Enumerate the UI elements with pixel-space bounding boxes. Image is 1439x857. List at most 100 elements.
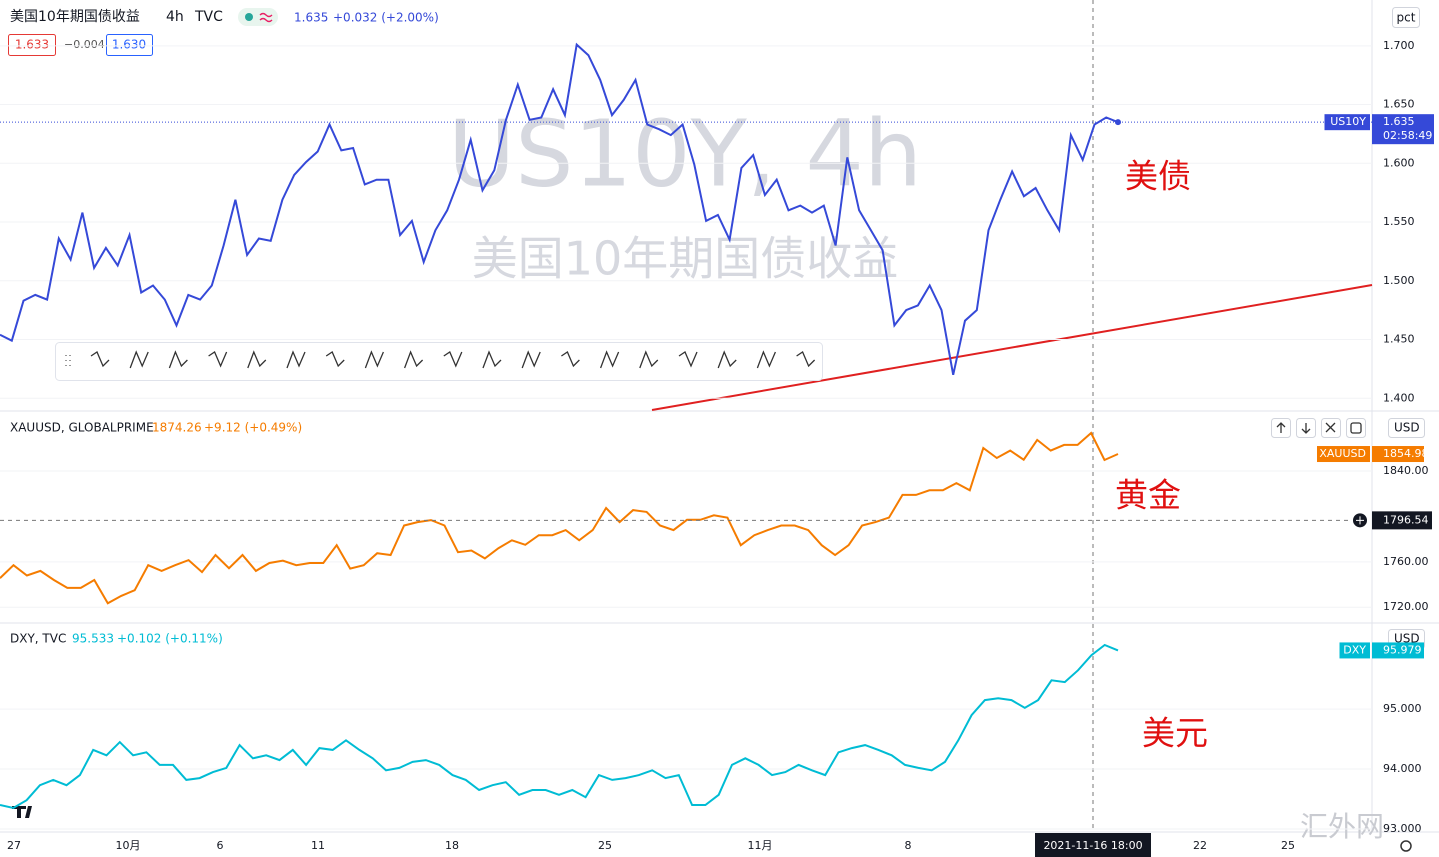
tool-button[interactable] [242, 346, 272, 376]
tool-icon [561, 351, 580, 368]
tool-button[interactable] [712, 346, 742, 376]
price-tag: 1.635 [1383, 115, 1415, 128]
x-tick-label: 11月 [748, 839, 773, 852]
icon [1350, 422, 1362, 434]
tool-icon [325, 351, 345, 368]
tool-icon [286, 350, 306, 369]
tool-button[interactable] [751, 346, 781, 376]
tool-button[interactable] [595, 346, 625, 376]
tool-icon [756, 350, 776, 369]
price-tag-bg [1372, 446, 1424, 463]
watermark: US10Y, 4h 美国10年期国债收益 [448, 100, 922, 285]
tool-icon [364, 350, 384, 369]
x-tick-label: 11 [311, 839, 325, 852]
tool-button[interactable] [85, 346, 115, 376]
symbol-tag-bg [1317, 446, 1370, 463]
tool-button[interactable] [634, 346, 664, 376]
icon [1276, 422, 1286, 433]
ask: 1.630 [112, 38, 146, 52]
y-tick-label: 1.600 [1383, 156, 1415, 169]
tool-button[interactable] [124, 346, 154, 376]
y-tick-label: 1720.00 [1383, 600, 1429, 613]
crosshair-price: 1796.54 [1383, 513, 1429, 526]
unit-button[interactable] [1388, 418, 1425, 438]
symbol-tag-bg [1339, 642, 1370, 659]
symbol-tag: XAUUSD [1319, 447, 1366, 460]
drawing-toolbar [55, 342, 823, 381]
tool-icon [403, 350, 424, 369]
last-point [1115, 119, 1121, 126]
ask-button[interactable] [106, 34, 153, 56]
tool-button[interactable] [163, 346, 193, 376]
settings-icon[interactable] [1400, 840, 1412, 852]
tool-button[interactable] [555, 346, 585, 376]
tool-icon [717, 350, 737, 369]
y-tick-label: 1.400 [1383, 391, 1415, 404]
x-tick-label: 25 [598, 839, 612, 852]
watermark-title: 美国10年期国债收益 [472, 232, 899, 286]
icon [1301, 423, 1311, 434]
price-tag: 95.979 [1383, 643, 1422, 656]
toolbar-grip[interactable] [65, 355, 71, 366]
tool-button[interactable] [320, 346, 350, 376]
toolbar-bg [55, 342, 823, 381]
tool-button[interactable] [399, 346, 429, 376]
tool-icon [168, 350, 188, 369]
bid: 1.633 [15, 38, 49, 52]
symbol-tag-bg [1324, 114, 1370, 131]
symbol-tag: US10Y [1330, 115, 1366, 128]
y-tick-label: 1.550 [1383, 215, 1415, 228]
crosshair-time-bg [1035, 833, 1151, 857]
tool-button[interactable] [516, 346, 546, 376]
bid-button[interactable] [8, 34, 56, 56]
tool-button[interactable] [438, 346, 468, 376]
tool-icon [482, 350, 502, 369]
watermark-symbol: US10Y, 4h [448, 100, 922, 207]
maximize-button[interactable] [1346, 418, 1366, 438]
legend-change: +9.12 (+0.49%) [204, 421, 302, 435]
tool-icon [443, 351, 463, 368]
legend-title: XAUUSD, GLOBALPRIME [10, 421, 154, 435]
x-tick-label: 18 [445, 839, 459, 852]
trend-line[interactable] [651, 284, 1373, 411]
tool-icon [90, 351, 110, 368]
tool-icon [129, 350, 149, 369]
tool-button[interactable] [477, 346, 507, 376]
price-change: +0.032 (+2.00%) [333, 11, 439, 25]
interval: 4h [166, 9, 184, 25]
x-tick-label: 8 [905, 839, 912, 852]
tool-button[interactable] [359, 346, 389, 376]
x-tick-label: 6 [217, 839, 224, 852]
tv-logo[interactable] [12, 806, 32, 818]
unit: USD [1394, 421, 1420, 435]
pane-buttons [1271, 418, 1366, 438]
delay-icon [259, 12, 273, 23]
tool-button[interactable] [281, 346, 311, 376]
y-tick-label: 1.650 [1383, 98, 1415, 111]
price-line [0, 431, 1119, 605]
tool-icon [208, 351, 228, 368]
x-tick-label: 2021-11-16 18:00 [1043, 839, 1142, 852]
y-tick-label: 1.450 [1383, 333, 1415, 346]
status-pill[interactable] [238, 8, 278, 26]
y-tick-label: 93.000 [1383, 822, 1422, 835]
x-tick-label: 25 [1281, 839, 1295, 852]
icon [1325, 422, 1336, 433]
tool-button[interactable] [673, 346, 703, 376]
price-tag-bg [1372, 114, 1434, 145]
x-tick-label: 10月 [116, 839, 141, 852]
y-tick-label: 95.000 [1383, 702, 1422, 715]
tool-icon [521, 350, 541, 369]
tool-icon [247, 350, 267, 369]
y-tick-label: 1760.00 [1383, 555, 1429, 568]
legend-change: +0.102 (+0.11%) [117, 632, 223, 646]
tool-button[interactable] [791, 346, 821, 376]
y-tick-label: 1.700 [1383, 39, 1415, 52]
site-watermark: 汇外网 [1300, 810, 1384, 843]
tool-button[interactable] [203, 346, 233, 376]
crosshair-price-bg [1372, 511, 1432, 530]
unit-button[interactable] [1392, 7, 1420, 28]
price-tag-bg [1372, 642, 1424, 659]
source: TVC [194, 9, 223, 25]
